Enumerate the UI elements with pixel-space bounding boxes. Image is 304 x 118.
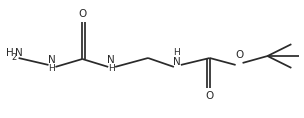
Text: H: H	[108, 64, 115, 73]
Text: N: N	[15, 48, 22, 58]
Text: O: O	[78, 8, 86, 19]
Text: O: O	[206, 91, 214, 101]
Text: H: H	[6, 48, 13, 58]
Text: H: H	[174, 48, 180, 57]
Text: N: N	[173, 57, 181, 67]
Text: H: H	[48, 64, 55, 73]
Text: 2: 2	[12, 53, 17, 61]
Text: N: N	[107, 55, 115, 65]
Text: N: N	[48, 55, 55, 65]
Text: O: O	[236, 50, 244, 60]
